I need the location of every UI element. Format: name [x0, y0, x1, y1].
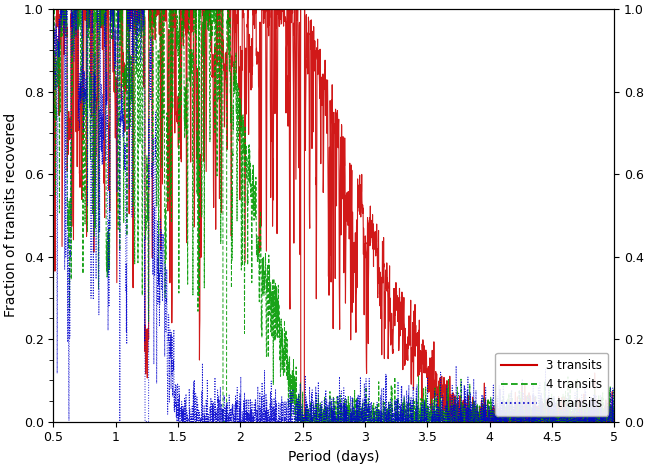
6 transits: [147, 52, 155, 58]
X-axis label: Period (days): Period (days): [288, 450, 380, 464]
6 transits: [265, 419, 273, 424]
Line: 6 transits: 6 transits: [53, 9, 614, 422]
3 transits: [113, 80, 121, 86]
3 transits: [610, 419, 618, 424]
6 transits: [539, 419, 547, 424]
3 transits: [289, 28, 297, 33]
6 transits: [289, 411, 297, 417]
6 transits: [56, 7, 64, 12]
6 transits: [49, 30, 57, 36]
6 transits: [610, 398, 618, 403]
3 transits: [49, 66, 57, 71]
4 transits: [146, 7, 154, 12]
Line: 4 transits: 4 transits: [53, 9, 614, 422]
4 transits: [113, 18, 121, 24]
4 transits: [610, 419, 618, 424]
3 transits: [539, 401, 547, 406]
4 transits: [289, 372, 297, 377]
6 transits: [113, 89, 121, 95]
Y-axis label: Fraction of transits recovered: Fraction of transits recovered: [4, 113, 18, 317]
3 transits: [297, 419, 305, 424]
3 transits: [147, 7, 155, 12]
4 transits: [265, 274, 273, 280]
4 transits: [539, 419, 547, 424]
3 transits: [52, 7, 60, 12]
6 transits: [116, 419, 124, 424]
3 transits: [265, 33, 273, 39]
4 transits: [219, 419, 227, 424]
4 transits: [599, 419, 607, 424]
4 transits: [49, 7, 57, 12]
Line: 3 transits: 3 transits: [53, 9, 614, 422]
Legend: 3 transits, 4 transits, 6 transits: 3 transits, 4 transits, 6 transits: [496, 353, 608, 416]
6 transits: [599, 419, 607, 424]
3 transits: [599, 411, 607, 417]
